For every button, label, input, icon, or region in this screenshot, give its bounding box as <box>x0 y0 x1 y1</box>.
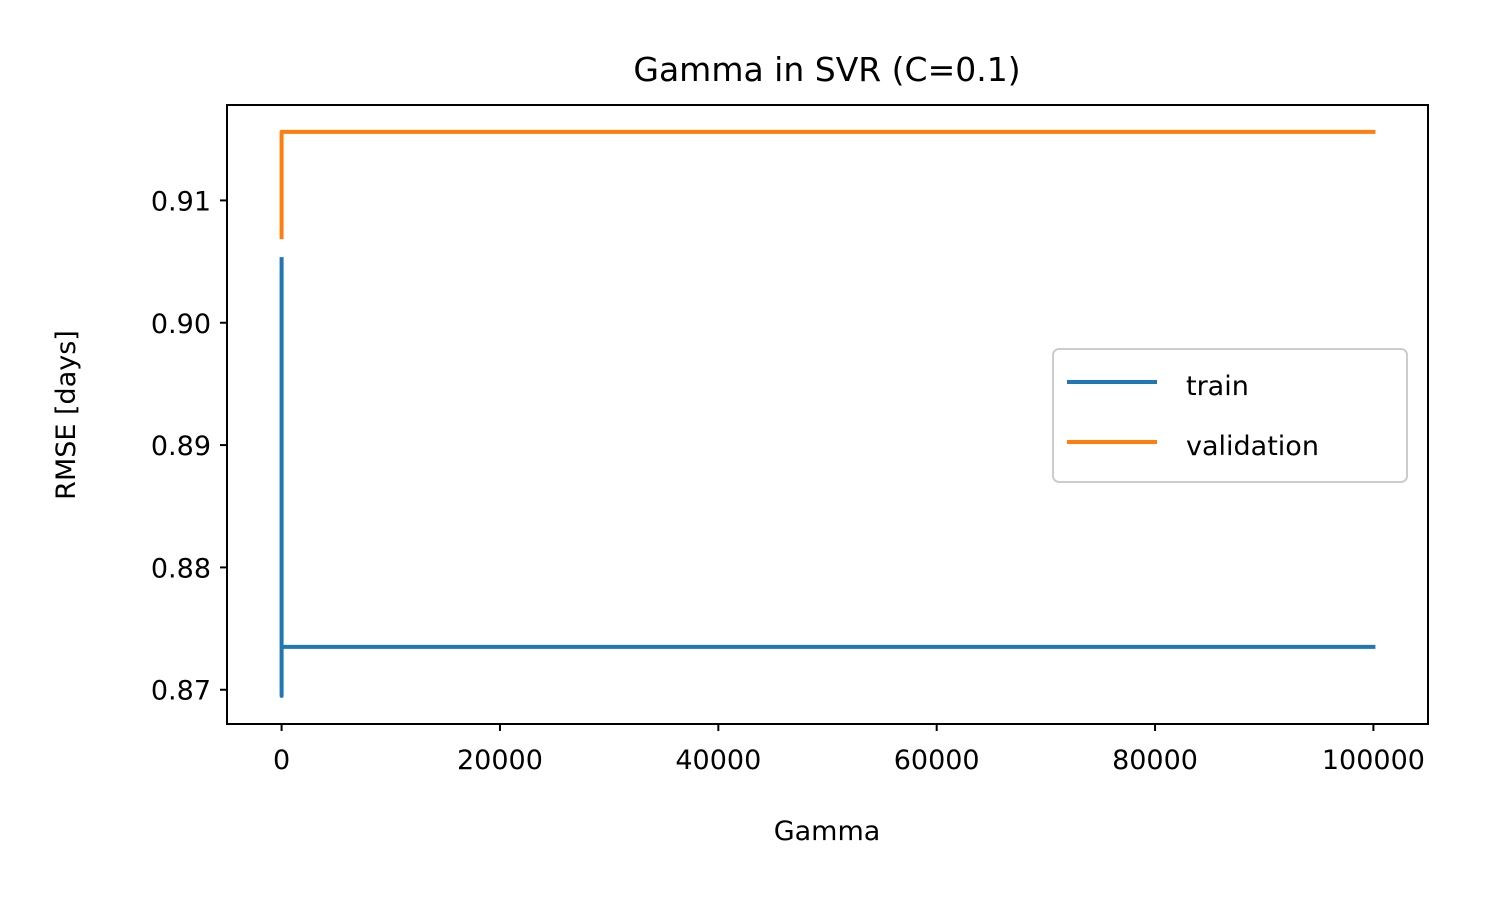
x-tick-label: 40000 <box>675 745 761 776</box>
y-axis: 0.87 0.88 0.89 0.90 0.91 <box>151 186 227 707</box>
x-tick-label: 80000 <box>1112 745 1198 776</box>
x-tick-label: 60000 <box>894 745 980 776</box>
plot-area: 0 20000 40000 60000 80000 100000 0.87 0.88 0.89… <box>151 104 1429 776</box>
y-tick-label: 0.90 <box>151 309 211 340</box>
y-tick-label: 0.88 <box>151 553 211 584</box>
x-tick-label: 100000 <box>1322 745 1425 776</box>
x-axis-label: Gamma <box>774 816 881 847</box>
y-axis-label: RMSE [days] <box>51 330 82 500</box>
legend-label-validation: validation <box>1186 431 1319 462</box>
x-axis: 0 20000 40000 60000 80000 100000 <box>273 724 1425 776</box>
x-tick-label: 0 <box>273 745 290 776</box>
y-tick-label: 0.91 <box>151 186 211 217</box>
chart-title: Gamma in SVR (C=0.1) <box>633 50 1020 89</box>
series-layer <box>279 129 1376 698</box>
series-line-train <box>279 257 1376 698</box>
series-line-validation <box>279 129 1376 240</box>
y-tick-label: 0.89 <box>151 431 211 462</box>
y-tick-label: 0.87 <box>151 676 211 707</box>
legend: train validation <box>1052 348 1408 483</box>
axes-frame <box>226 104 1429 725</box>
x-tick-label: 20000 <box>457 745 543 776</box>
legend-label-train: train <box>1186 371 1249 402</box>
legend-frame <box>1052 348 1408 483</box>
